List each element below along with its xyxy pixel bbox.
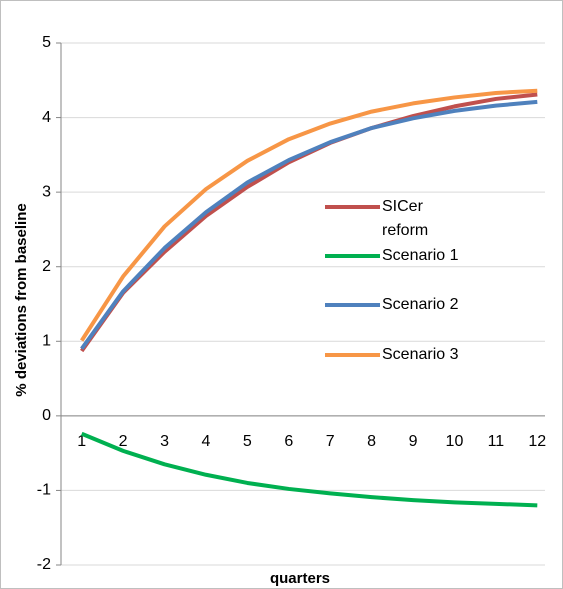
x-tick-label: 6: [284, 433, 293, 450]
x-tick-label: 5: [243, 433, 252, 450]
x-tick-label: 8: [367, 433, 376, 450]
y-tick-label: 4: [42, 109, 51, 126]
legend-label: SICer reform: [382, 198, 429, 239]
y-tick-label: -2: [37, 556, 51, 573]
legend-entry: Scenario 1: [382, 247, 459, 264]
y-tick-label: 5: [42, 34, 51, 51]
x-tick-label: 10: [446, 433, 464, 450]
legend-label: Scenario 1: [382, 247, 459, 264]
x-tick-label: 12: [528, 433, 546, 450]
series-line: [80, 88, 538, 342]
x-tick-label: 11: [488, 433, 505, 450]
legend-entry: Scenario 3: [382, 346, 459, 363]
y-axis-title: % deviations from baseline: [13, 203, 30, 396]
x-tick-label: 2: [119, 433, 128, 450]
y-tick-label: 3: [42, 183, 51, 200]
x-tick-label: 4: [202, 433, 211, 450]
y-tick-label: 0: [42, 407, 51, 424]
series-line: [80, 99, 538, 350]
y-tick-label: 1: [42, 333, 51, 350]
legend-label: Scenario 2: [382, 296, 459, 313]
legend-entry: SICer reform: [382, 198, 429, 239]
x-axis-title: quarters: [270, 570, 330, 587]
legend-label: Scenario 3: [382, 346, 459, 363]
legend-entry: Scenario 2: [382, 296, 459, 313]
x-tick-label: 7: [326, 433, 335, 450]
x-tick-label: 3: [160, 433, 169, 450]
y-tick-label: -1: [37, 482, 51, 499]
series-line: [80, 431, 538, 508]
y-tick-label: 2: [42, 258, 51, 275]
x-tick-label: 9: [409, 433, 418, 450]
x-tick-label: 1: [77, 433, 86, 450]
